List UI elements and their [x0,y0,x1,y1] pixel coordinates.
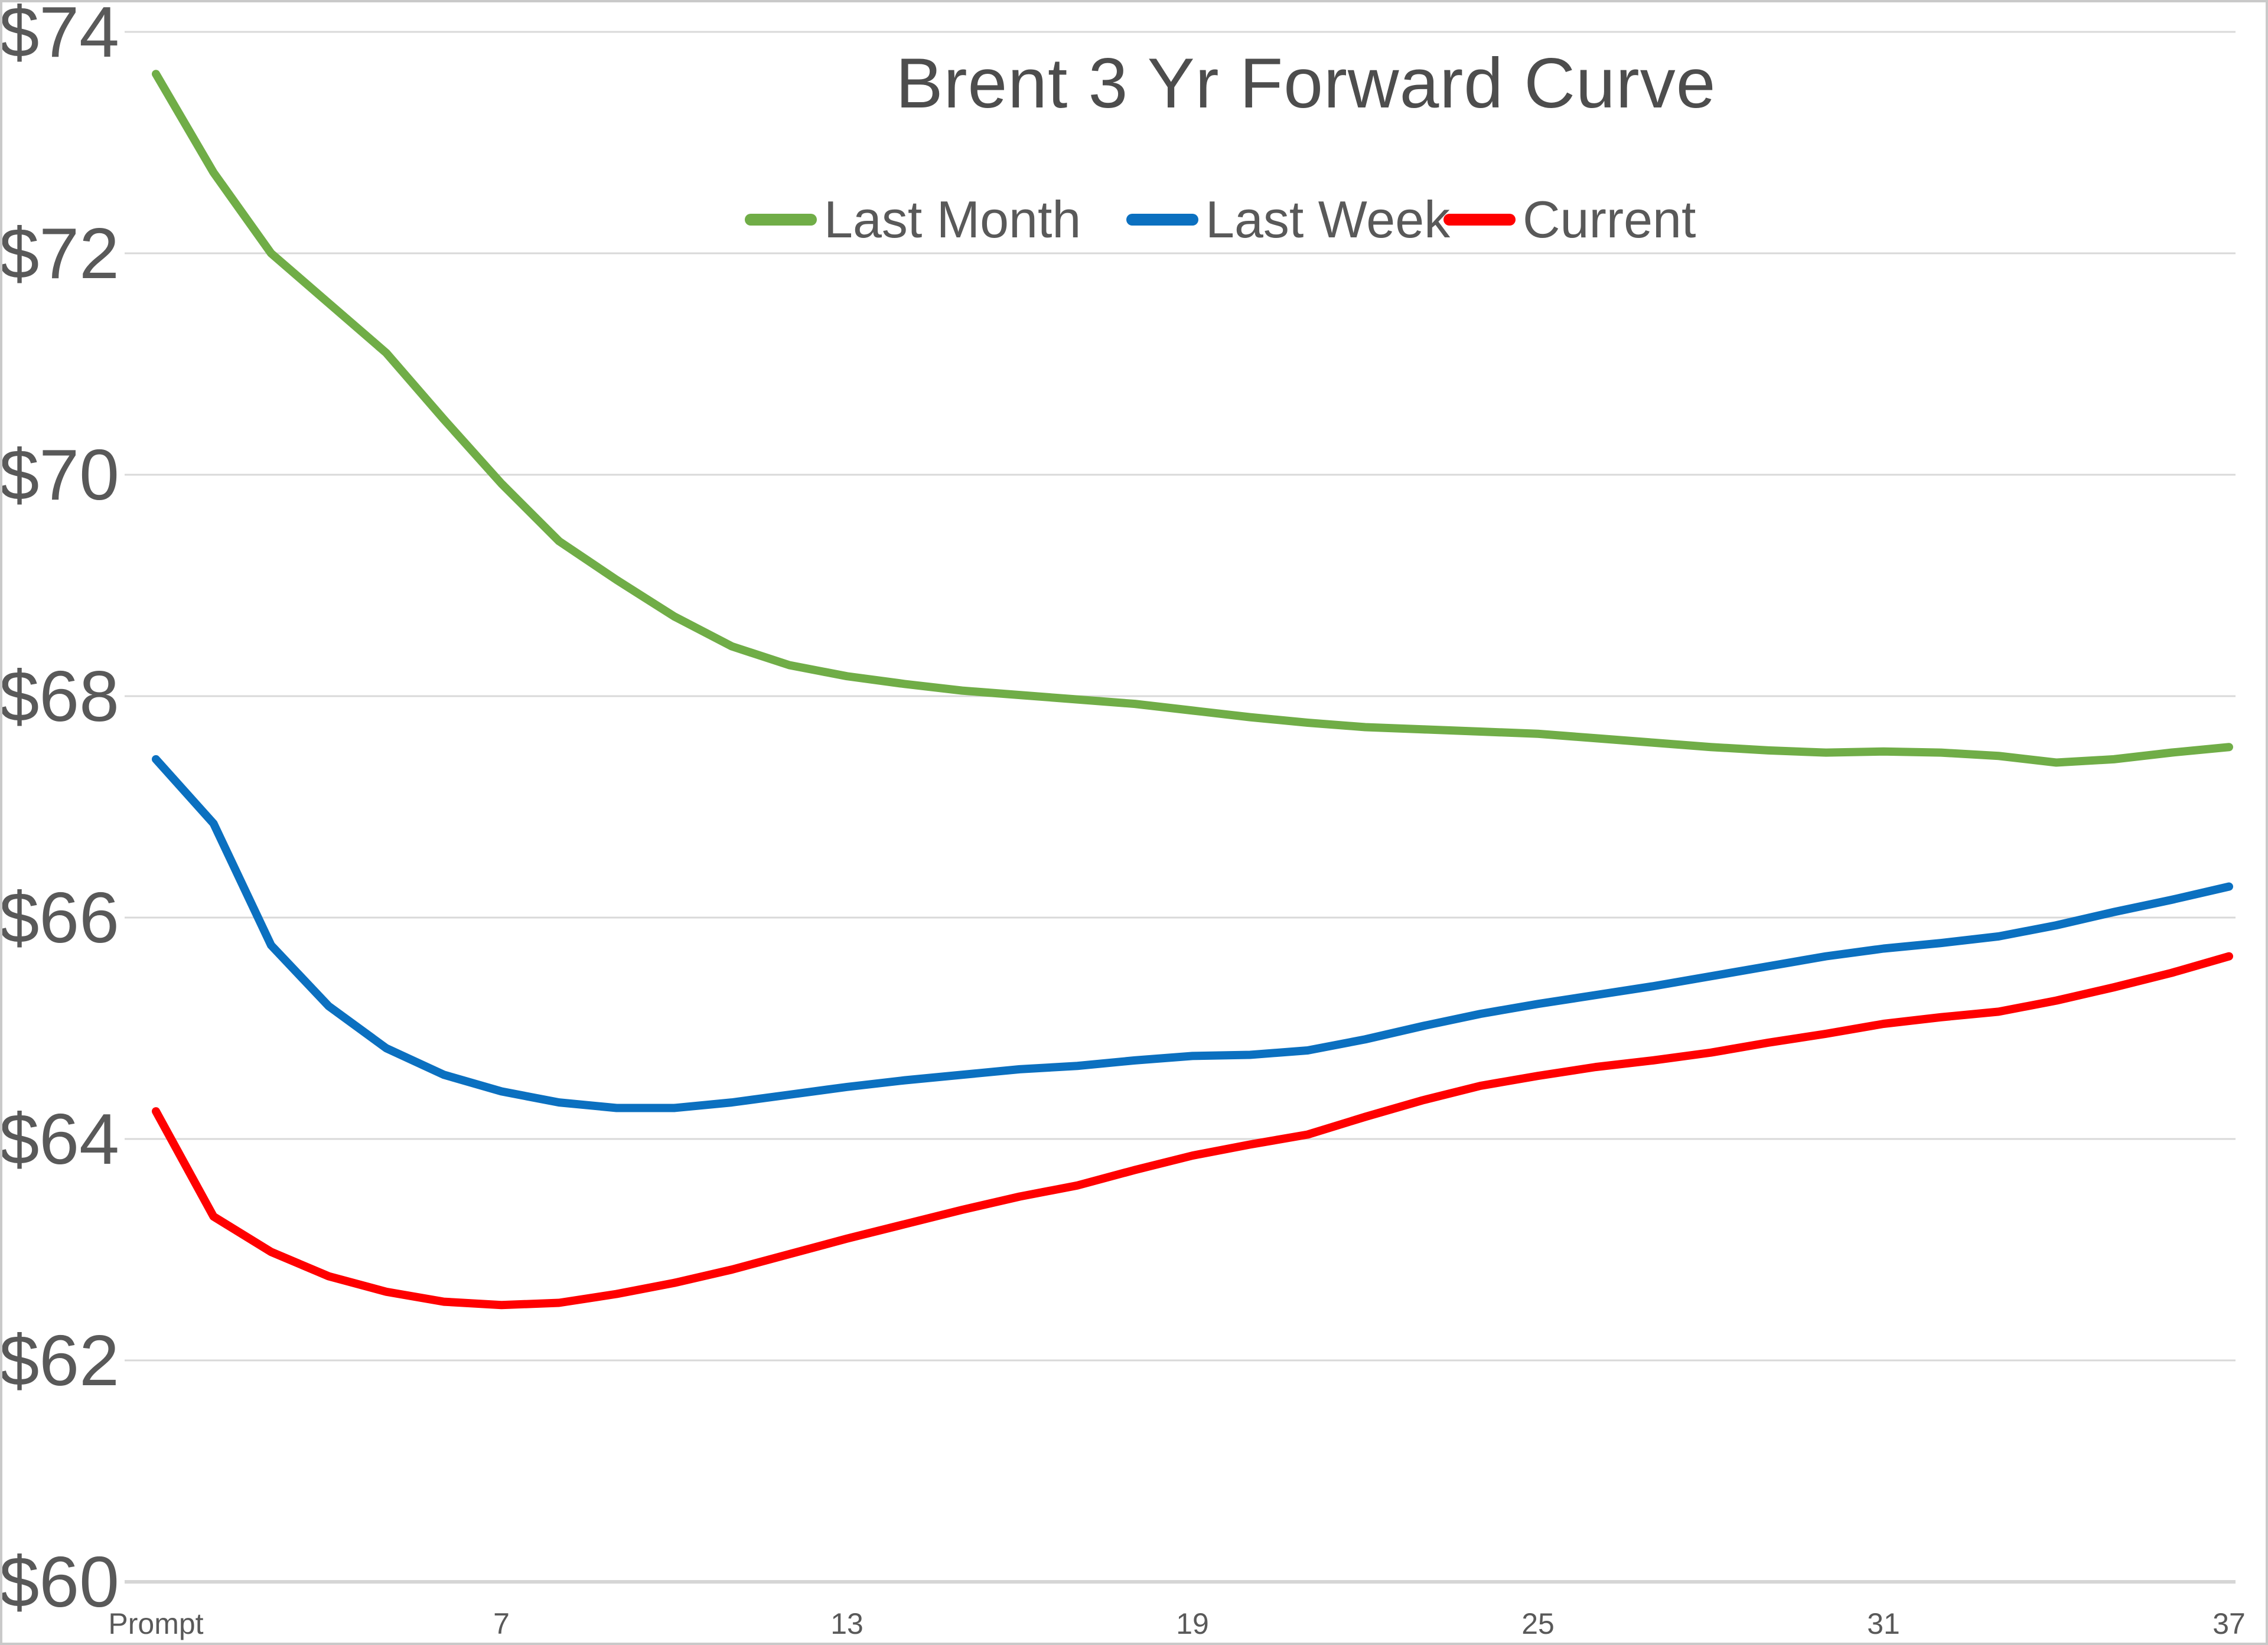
x-tick-label: 31 [1867,1607,1900,1640]
x-tick-label: 7 [493,1607,510,1640]
legend-swatch-current [1443,214,1516,226]
legend-swatch-last-month [745,214,817,226]
legend-swatch-last-week [1126,214,1198,226]
legend-label-last-week: Last Week [1205,190,1451,249]
x-tick-label: 19 [1176,1607,1209,1640]
series-line-last-month [152,70,2233,767]
y-tick-label: $74 [2,2,119,72]
y-tick-label: $70 [2,435,119,515]
legend-item-current: Current [1443,181,1696,259]
y-tick-label: $72 [2,213,119,293]
series-line-current [152,952,2233,1310]
y-tick-label: $64 [2,1099,119,1179]
x-tick-label: 37 [2212,1607,2246,1640]
legend-item-last-week: Last Week [1126,181,1450,259]
y-tick-label: $68 [2,656,119,736]
series-line-last-week [152,755,2233,1112]
legend-label-current: Current [1523,190,1696,249]
x-tick-label: 25 [1521,1607,1555,1640]
y-tick-label: $62 [2,1320,119,1401]
x-tick-label: Prompt [108,1607,203,1640]
legend-label-last-month: Last Month [824,190,1081,249]
x-tick-label: 13 [830,1607,863,1640]
chart-title: Brent 3 Yr Forward Curve [895,44,1716,123]
y-tick-label: $60 [2,1542,119,1622]
y-tick-label: $66 [2,877,119,958]
legend-item-last-month: Last Month [745,181,1081,259]
